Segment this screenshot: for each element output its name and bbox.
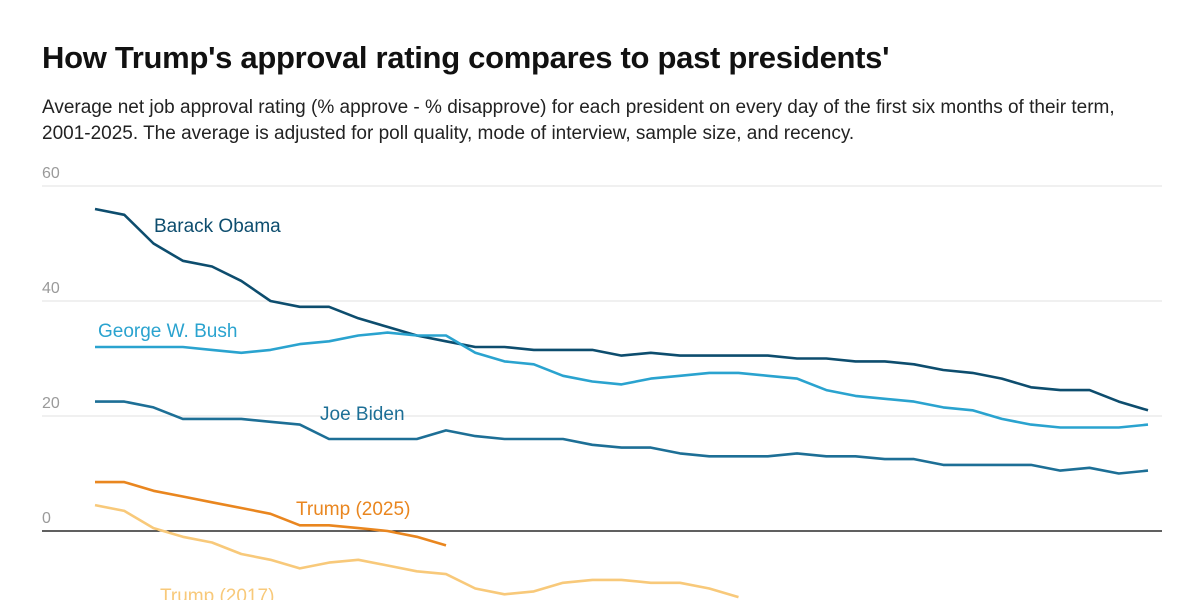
series-line	[95, 480, 447, 547]
series-label: Joe Biden	[320, 404, 405, 425]
series-line	[95, 331, 1149, 429]
plot	[94, 207, 1149, 599]
y-tick-label: 20	[42, 395, 60, 412]
series-line	[95, 400, 1149, 475]
series-label: Barack Obama	[154, 216, 281, 237]
series-label: Trump (2017)	[160, 586, 274, 600]
series-label: George W. Bush	[98, 321, 237, 342]
chart-title: How Trump's approval rating compares to …	[42, 40, 890, 75]
chart-subtitle: Average net job approval rating (% appro…	[42, 97, 1115, 144]
y-tick-label: 0	[42, 510, 51, 527]
y-tick-label: 60	[42, 165, 60, 182]
y-tick-label: 40	[42, 280, 60, 297]
series-line	[94, 207, 1149, 412]
series-label: Trump (2025)	[296, 499, 410, 520]
series-line	[94, 503, 739, 599]
